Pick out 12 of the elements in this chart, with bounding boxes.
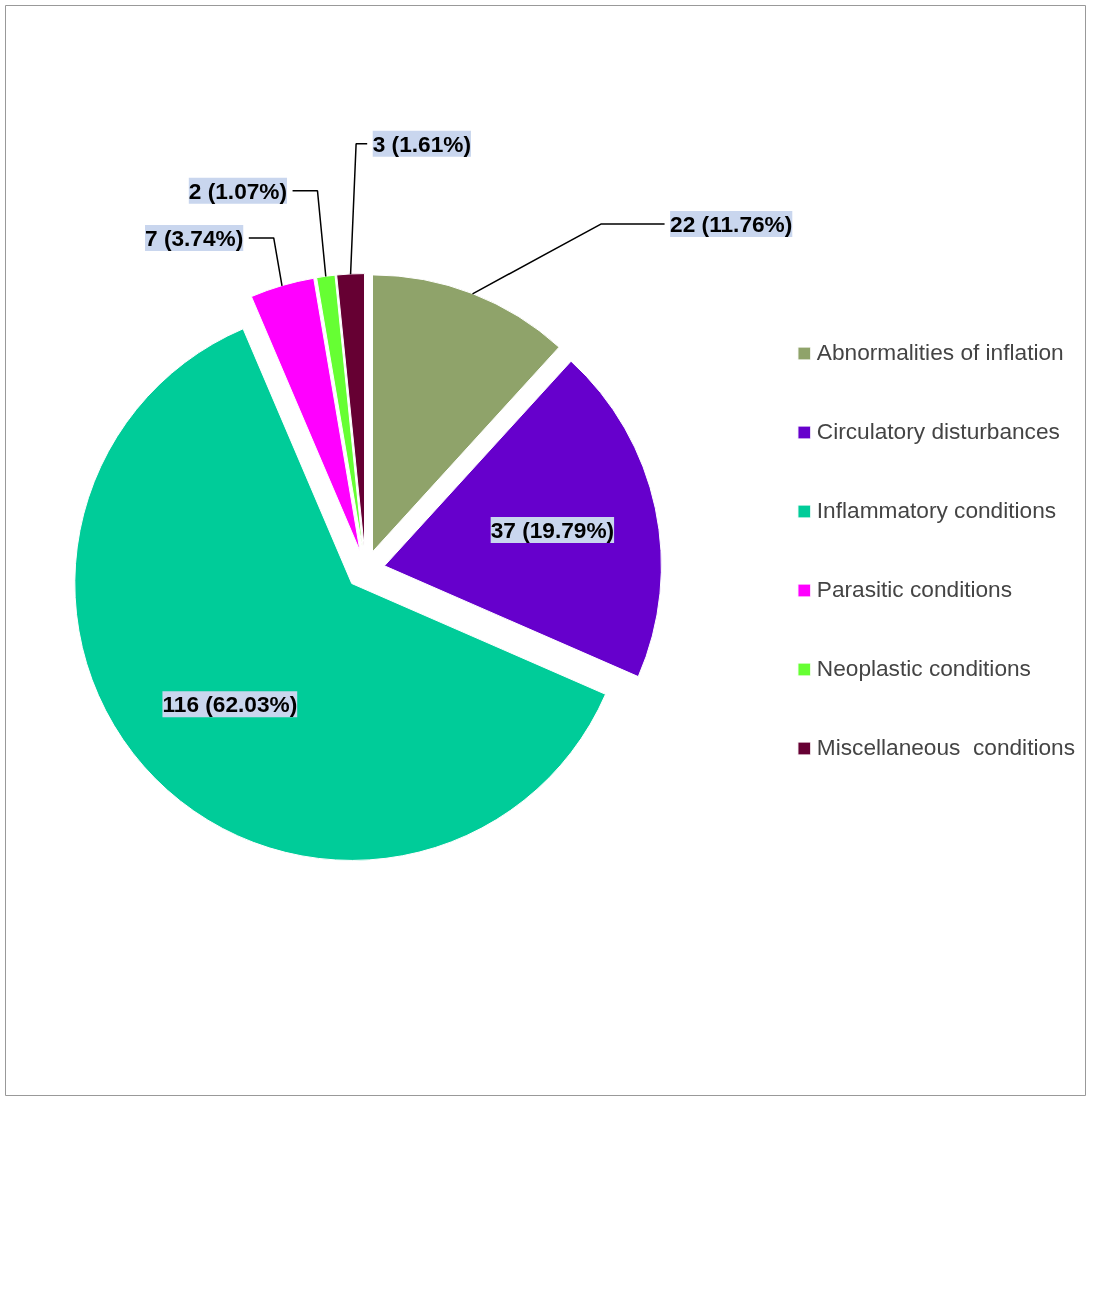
- legend-label: Circulatory disturbances: [816, 418, 1060, 445]
- legend-label: Neoplastic conditions: [816, 655, 1031, 682]
- legend-label: Parasitic conditions: [816, 576, 1013, 603]
- legend-label: Abnormalities of inflation: [816, 339, 1064, 366]
- data-label: 3 (1.61%): [372, 130, 471, 157]
- legend-label: Miscellaneous conditions: [816, 734, 1075, 761]
- data-label: 7 (3.74%): [145, 224, 244, 251]
- data-label: 37 (19.79%): [490, 517, 615, 544]
- data-label: 116 (62.03%): [162, 691, 298, 718]
- data-label: 2 (1.07%): [188, 177, 288, 204]
- data-label: 22 (11.76%): [670, 211, 793, 238]
- legend-label: Inflammatory conditions: [816, 497, 1057, 524]
